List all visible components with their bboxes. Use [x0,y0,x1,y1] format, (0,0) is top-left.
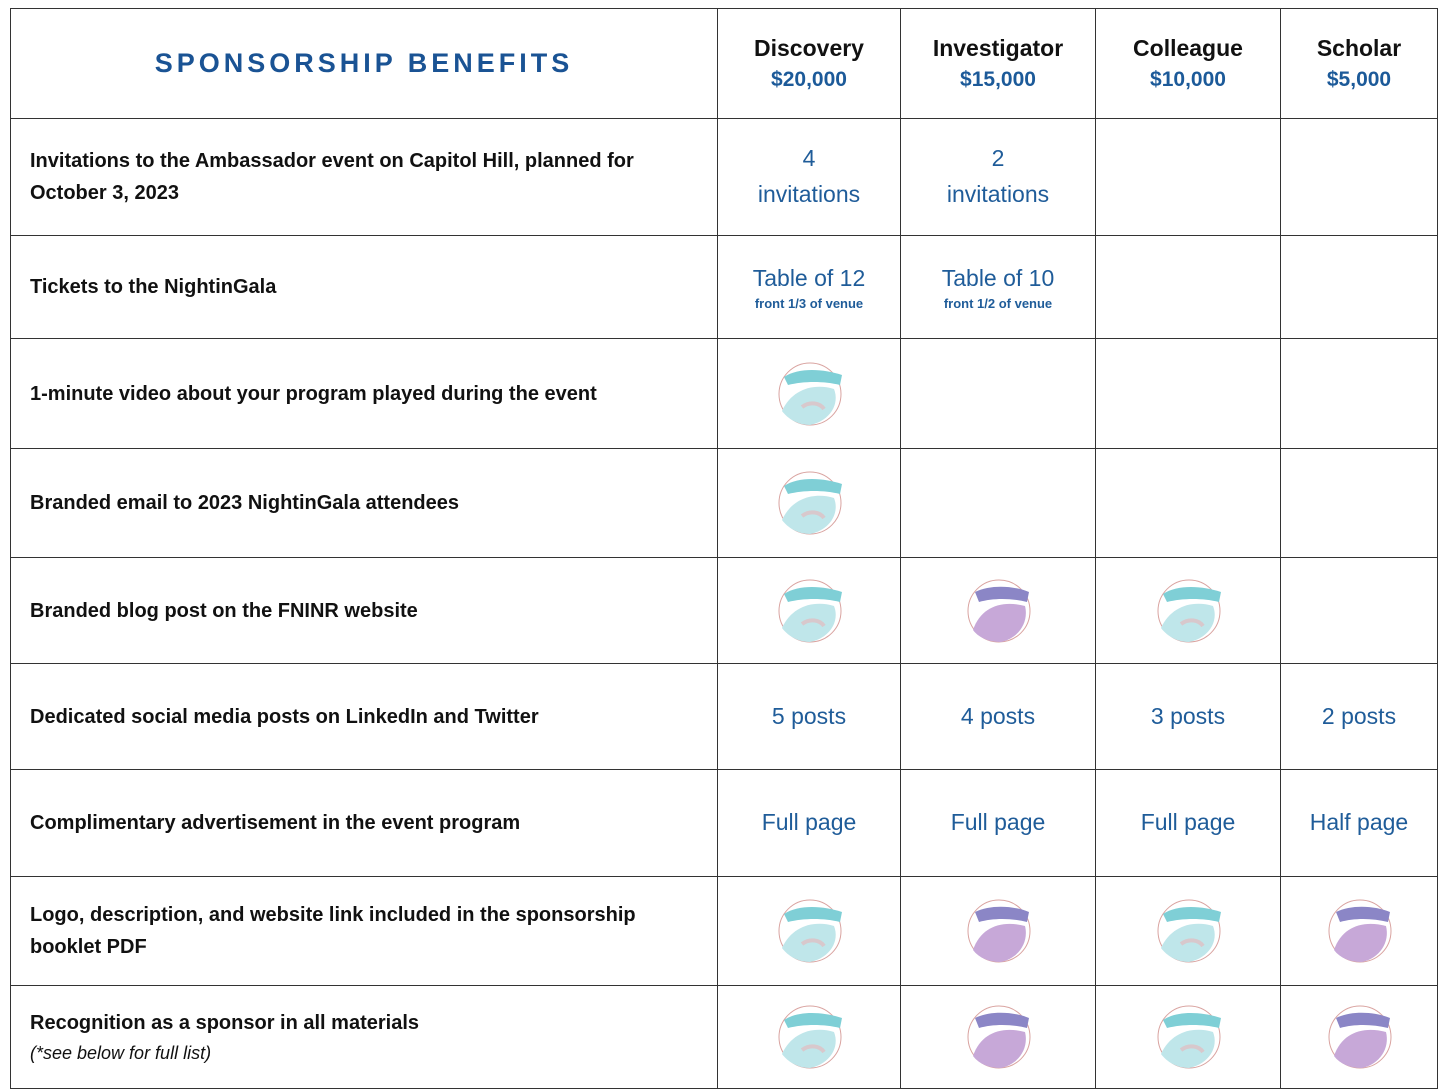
benefits-table: SPONSORSHIP BENEFITS Discovery $20,000 In… [10,8,1438,1089]
cell [1095,557,1281,664]
included-icon [963,1002,1033,1072]
cell: 4 posts [900,663,1096,770]
tier-name: Scholar [1316,35,1402,61]
benefit: Branded email to 2023 NightinGala attend… [10,448,718,558]
cell [717,876,901,986]
cell: Full page [1095,769,1281,877]
header-row: SPONSORSHIP BENEFITS Discovery $20,000 In… [10,8,1438,119]
cell: 2 posts [1280,663,1438,770]
cell [1280,338,1438,449]
benefit-text: Recognition as a sponsor in all material… [30,1011,419,1034]
benefit: Complimentary advertisement in the event… [10,769,718,877]
row: Branded blog post on the FNINR website [10,557,1438,664]
cell [717,338,901,449]
tier-price: $15,000 [960,68,1036,91]
cell [1095,118,1281,236]
cell [717,557,901,664]
cell [1280,557,1438,664]
row: Logo, description, and website link incl… [10,876,1438,986]
row: Dedicated social media posts on LinkedIn… [10,663,1438,770]
tier-name: Investigator [932,35,1064,61]
tier: Colleague $10,000 [1095,8,1281,119]
cell: 2 invitations [900,118,1096,236]
cell [1095,448,1281,558]
included-icon [1153,576,1223,646]
row: Recognition as a sponsor in all material… [10,985,1438,1089]
cell [717,985,901,1089]
tier: Scholar $5,000 [1280,8,1438,119]
tier-price: $20,000 [771,68,847,91]
cell [1095,876,1281,986]
included-icon [963,896,1033,966]
included-icon [963,576,1033,646]
row: 1-minute video about your program played… [10,338,1438,449]
cell [1095,235,1281,339]
included-icon [1153,1002,1223,1072]
tier-price: $5,000 [1326,68,1392,91]
cell: 3 posts [1095,663,1281,770]
benefit: Invitations to the Ambassador event on C… [10,118,718,236]
table-title: SPONSORSHIP BENEFITS [10,8,718,119]
benefit: Recognition as a sponsor in all material… [10,985,718,1089]
cell [1280,235,1438,339]
cell [1280,876,1438,986]
benefit: 1-minute video about your program played… [10,338,718,449]
cell [1095,338,1281,449]
row: Complimentary advertisement in the event… [10,769,1438,877]
tier-name: Colleague [1133,35,1243,61]
included-icon [774,576,844,646]
cell: 5 posts [717,663,901,770]
included-icon [1324,896,1394,966]
row: Branded email to 2023 NightinGala attend… [10,448,1438,558]
included-icon [774,896,844,966]
included-icon [1153,896,1223,966]
cell: Table of 10 front 1/2 of venue [900,235,1096,339]
benefit: Tickets to the NightinGala [10,235,718,339]
included-icon [774,468,844,538]
tier: Discovery $20,000 [717,8,901,119]
cell [900,985,1096,1089]
included-icon [774,1002,844,1072]
cell-text: Table of 10 [941,264,1055,291]
cell-note: front 1/3 of venue [754,296,864,312]
cell [1280,985,1438,1089]
row: Tickets to the NightinGala Table of 12 fr… [10,235,1438,339]
benefit: Branded blog post on the FNINR website [10,557,718,664]
cell: Table of 12 front 1/3 of venue [717,235,901,339]
cell [1280,448,1438,558]
cell-text: Table of 12 [752,264,866,291]
benefit: Logo, description, and website link incl… [10,876,718,986]
cell [1095,985,1281,1089]
cell [900,557,1096,664]
cell: Half page [1280,769,1438,877]
cell: Full page [717,769,901,877]
cell-note: front 1/2 of venue [943,296,1053,312]
cell [900,448,1096,558]
included-icon [774,359,844,429]
cell: 4 invitations [717,118,901,236]
included-icon [1324,1002,1394,1072]
row: Invitations to the Ambassador event on C… [10,118,1438,236]
cell [900,338,1096,449]
cell [1280,118,1438,236]
tier-price: $10,000 [1150,68,1226,91]
tier-name: Discovery [754,35,864,61]
cell: Full page [900,769,1096,877]
benefit: Dedicated social media posts on LinkedIn… [10,663,718,770]
cell [717,448,901,558]
cell [900,876,1096,986]
tier: Investigator $15,000 [900,8,1096,119]
benefit-note: (*see below for full list) [30,1042,212,1063]
